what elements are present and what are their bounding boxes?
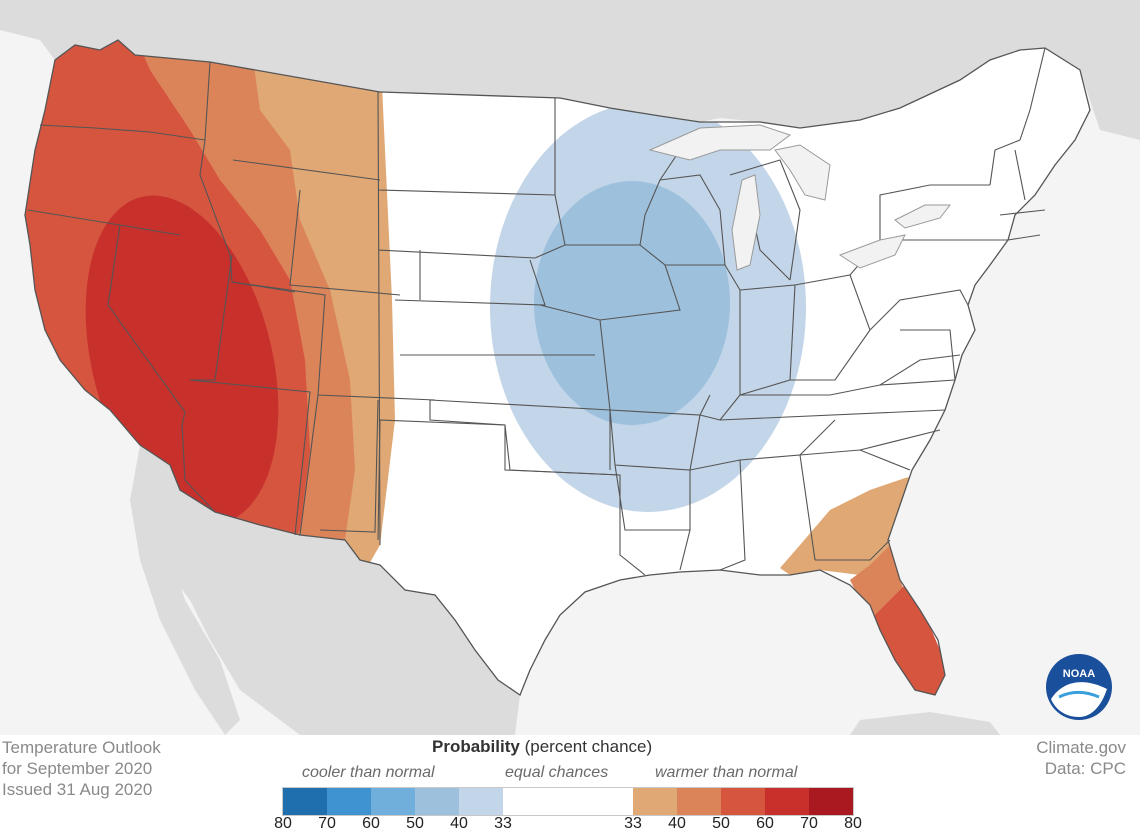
legend-tick-8: 50 <box>712 815 730 832</box>
noaa-logo: NOAA <box>1046 654 1112 720</box>
legend-cooler-label: cooler than normal <box>302 764 435 781</box>
great-lakes <box>648 124 952 271</box>
legend-swatch-cool-80 <box>283 788 327 815</box>
legend-swatch-warm-80 <box>809 788 853 815</box>
legend-tick-9: 60 <box>756 815 774 832</box>
legend-tick-1: 70 <box>318 815 336 832</box>
legend-equal-label: equal chances <box>505 764 609 781</box>
credit-site: Climate.gov <box>1036 738 1126 757</box>
legend-title-rest: (percent chance) <box>519 737 653 756</box>
legend-swatch-neutral <box>503 788 633 815</box>
legend-swatch-warm-50 <box>677 788 721 815</box>
legend-swatch-cool-60 <box>371 788 415 815</box>
legend-tick-3: 50 <box>406 815 424 832</box>
legend-title: Probability (percent chance) <box>432 737 652 757</box>
legend-tick-10: 70 <box>800 815 818 832</box>
credit: Climate.gov Data: CPC <box>1036 737 1126 779</box>
canada-land <box>0 0 1140 140</box>
credit-data: Data: CPC <box>1044 759 1126 778</box>
legend-swatch-warm-70 <box>765 788 809 815</box>
state-borders <box>24 39 1091 696</box>
legend-tick-11: 80 <box>844 815 862 832</box>
legend-tick-4: 40 <box>450 815 468 832</box>
map-title: Temperature Outlook for September 2020 I… <box>2 737 161 800</box>
legend-tick-5: 33 <box>494 815 512 832</box>
title-line-1: Temperature Outlook <box>2 738 161 757</box>
legend-swatch-cool-50 <box>415 788 459 815</box>
baja-land <box>130 445 240 735</box>
legend-warmer-label: warmer than normal <box>655 764 798 781</box>
cuba-land <box>850 712 1000 735</box>
legend-swatch-cool-40 <box>459 788 503 815</box>
legend-tick-0: 80 <box>274 815 292 832</box>
legend-tick-7: 40 <box>668 815 686 832</box>
legend-swatch-warm-60 <box>721 788 765 815</box>
legend-title-bold: Probability <box>432 737 520 756</box>
us-map <box>0 0 1140 735</box>
legend-tick-2: 60 <box>362 815 380 832</box>
legend-tick-6: 33 <box>624 815 642 832</box>
legend-swatch-warm-40 <box>633 788 677 815</box>
legend-color-bar <box>282 787 854 816</box>
title-line-3: Issued 31 Aug 2020 <box>2 780 153 799</box>
title-line-2: for September 2020 <box>2 759 153 778</box>
mexico-land <box>135 490 520 735</box>
cool-40-50-midwest <box>534 181 730 425</box>
legend-tick-labels: 80 70 60 50 40 33 33 40 50 60 70 80 <box>0 815 1140 837</box>
legend-swatch-cool-70 <box>327 788 371 815</box>
noaa-logo-text: NOAA <box>1063 668 1095 680</box>
